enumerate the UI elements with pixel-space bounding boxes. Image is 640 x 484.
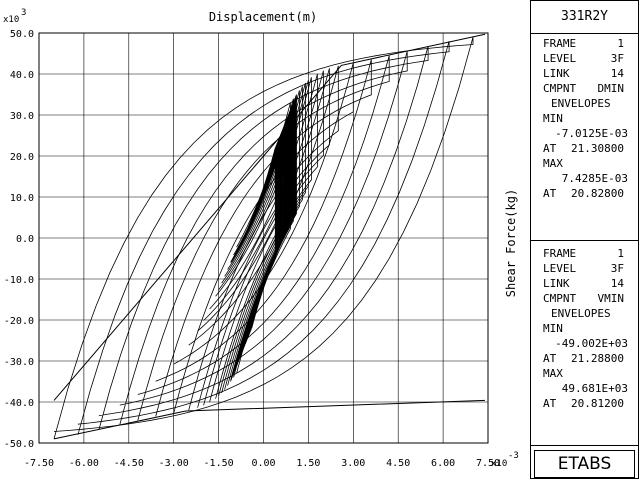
x-tick-label: 3.00: [341, 458, 365, 469]
level-label: LEVEL: [543, 52, 577, 65]
y-tick-label: 0.0: [16, 234, 34, 245]
y-scale-exponent: 3: [21, 8, 26, 18]
frame-label: FRAME: [543, 37, 577, 50]
x-tick-label: -7.50: [24, 458, 54, 469]
x-tick-label: -4.50: [114, 458, 144, 469]
model-title: 331R2Y: [531, 1, 638, 34]
hysteresis-chart: -7.50 -6.00 -4.50 -3.00 -1.50 0.00 1.50 3.00 4.5…: [3, 8, 519, 469]
y-axis-label: Shear Force(kg): [504, 189, 518, 297]
max-label: MAX: [543, 367, 563, 380]
cmpnt-value: DMIN: [597, 82, 625, 95]
panel-divider: [531, 445, 638, 446]
level-label: LEVEL: [543, 262, 577, 275]
y-tick-label: -10.0: [4, 275, 34, 286]
min-at-value: 21.30800: [571, 142, 624, 155]
shear-block: FRAME 1 LEVEL 3F LINK 14 CMPNT VMIN ENVELOPE…: [531, 246, 638, 411]
max-value: 49.681E+03: [561, 382, 628, 395]
min-label: MIN: [543, 112, 563, 125]
y-tick-label: 30.0: [10, 111, 34, 122]
min-at-value: 21.28800: [571, 352, 624, 365]
link-label: LINK: [543, 277, 570, 290]
y-tick-label: 50.0: [10, 29, 34, 40]
envelope-lower: [53, 399, 486, 440]
hysteresis-loop: [209, 73, 318, 403]
min-label: MIN: [543, 322, 563, 335]
core-loop: [230, 95, 297, 381]
y-tick-label: -40.0: [4, 398, 34, 409]
hysteresis-loop: [119, 51, 408, 425]
x-tick-label: 0.00: [251, 458, 275, 469]
x-tick-label: 7.50: [476, 458, 500, 469]
displacement-block: FRAME 1 LEVEL 3F LINK 14 CMPNT DMIN ENVELOPE…: [531, 36, 638, 201]
y-tick-label: -30.0: [4, 357, 34, 368]
y-tick-label: -20.0: [4, 316, 34, 327]
envelopes-heading: ENVELOPES: [551, 307, 611, 320]
frame-value: 1: [617, 247, 624, 260]
x-tick-label: 4.50: [386, 458, 410, 469]
hysteresis-loop: [221, 82, 306, 394]
hysteresis-loop: [98, 45, 429, 431]
x-tick-label: 1.50: [296, 458, 320, 469]
max-label: MAX: [543, 157, 563, 170]
tick-labels: -7.50 -6.00 -4.50 -3.00 -1.50 0.00 1.50 3.00 4.5…: [4, 29, 500, 469]
hysteresis-loop: [137, 55, 390, 421]
chart-title: Displacement(m): [209, 10, 317, 24]
hysteresis-loops: [53, 33, 486, 440]
level-value: 3F: [610, 52, 624, 65]
max-at-value: 20.82800: [571, 187, 624, 200]
cmpnt-label: CMPNT: [543, 292, 577, 305]
hysteresis-loop: [188, 65, 339, 411]
x-tick-label: -6.00: [69, 458, 99, 469]
cmpnt-label: CMPNT: [543, 82, 577, 95]
link-value: 14: [610, 277, 624, 290]
panel-divider: [531, 240, 638, 241]
x-tick-label: 6.00: [431, 458, 455, 469]
hysteresis-loop: [155, 59, 372, 417]
envelope-upper: [53, 33, 486, 401]
max-at-label: AT: [543, 187, 557, 200]
y-tick-label: -50.0: [4, 439, 34, 450]
level-value: 3F: [610, 262, 624, 275]
y-scale-base: x10: [3, 15, 19, 25]
hysteresis-loop: [227, 90, 300, 386]
hysteresis-loop: [203, 70, 324, 406]
x-tick-label: -3.00: [159, 458, 189, 469]
hysteresis-plot: -7.50 -6.00 -4.50 -3.00 -1.50 0.00 1.50 3.00 4.5…: [3, 8, 519, 469]
envelopes-heading: ENVELOPES: [551, 97, 611, 110]
max-at-value: 20.81200: [571, 397, 624, 410]
link-value: 14: [610, 67, 624, 80]
max-at-label: AT: [543, 397, 557, 410]
hysteresis-loop: [197, 68, 330, 408]
grid: [39, 33, 488, 443]
y-tick-label: 20.0: [10, 152, 34, 163]
x-scale-exponent: -3: [508, 451, 519, 461]
y-tick-label: 10.0: [10, 193, 34, 204]
y-tick-label: 40.0: [10, 70, 34, 81]
link-label: LINK: [543, 67, 570, 80]
min-at-label: AT: [543, 142, 557, 155]
max-value: 7.4285E-03: [561, 172, 628, 185]
min-value: -7.0125E-03: [555, 127, 628, 140]
frame-value: 1: [617, 37, 624, 50]
etabs-logo: ETABS: [534, 450, 635, 478]
x-scale-base: x10: [491, 459, 507, 469]
info-panel: 331R2Y FRAME 1 LEVEL 3F LINK 14 CMPNT DMIN E…: [530, 0, 639, 479]
hysteresis-loop: [53, 36, 474, 440]
hysteresis-loop: [173, 62, 354, 414]
frame-label: FRAME: [543, 247, 577, 260]
hysteresis-loop: [215, 77, 312, 399]
x-tick-label: -1.50: [204, 458, 234, 469]
min-value: -49.002E+03: [555, 337, 628, 350]
plot-frame: [38, 32, 489, 444]
cmpnt-value: VMIN: [597, 292, 625, 305]
min-at-label: AT: [543, 352, 557, 365]
